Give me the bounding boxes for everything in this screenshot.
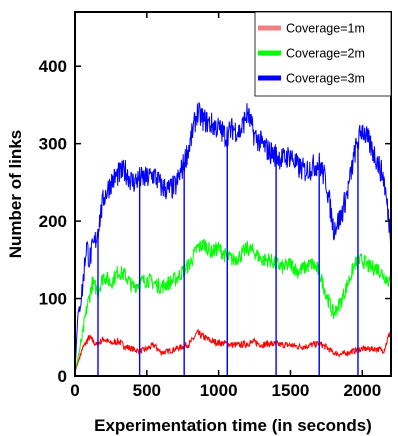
legend-label: Coverage=1m	[286, 22, 365, 36]
y-tick-label: 0	[58, 367, 67, 386]
series-line-2	[74, 238, 392, 373]
x-tick-label: 500	[133, 381, 161, 400]
y-tick-label: 100	[39, 290, 67, 309]
x-tick-label: 1000	[200, 381, 238, 400]
series-line-1	[74, 328, 392, 373]
x-tick-label: 1500	[272, 381, 310, 400]
y-tick-label: 200	[39, 212, 67, 231]
y-tick-label: 400	[39, 57, 67, 76]
plot-frame	[74, 11, 392, 377]
legend: Coverage=1m Coverage=2m Coverage=3m	[254, 11, 392, 97]
x-tick-label: 0	[70, 381, 79, 400]
x-axis-label: Experimentation time (in seconds)	[94, 416, 372, 435]
series-line-3	[74, 101, 392, 373]
y-tick-label: 300	[39, 135, 67, 154]
legend-label: Coverage=2m	[286, 47, 365, 61]
y-axis-label: Number of links	[6, 130, 25, 258]
plot-lines	[74, 101, 392, 376]
legend-label: Coverage=3m	[286, 72, 365, 86]
x-tick-label: 2000	[343, 381, 381, 400]
